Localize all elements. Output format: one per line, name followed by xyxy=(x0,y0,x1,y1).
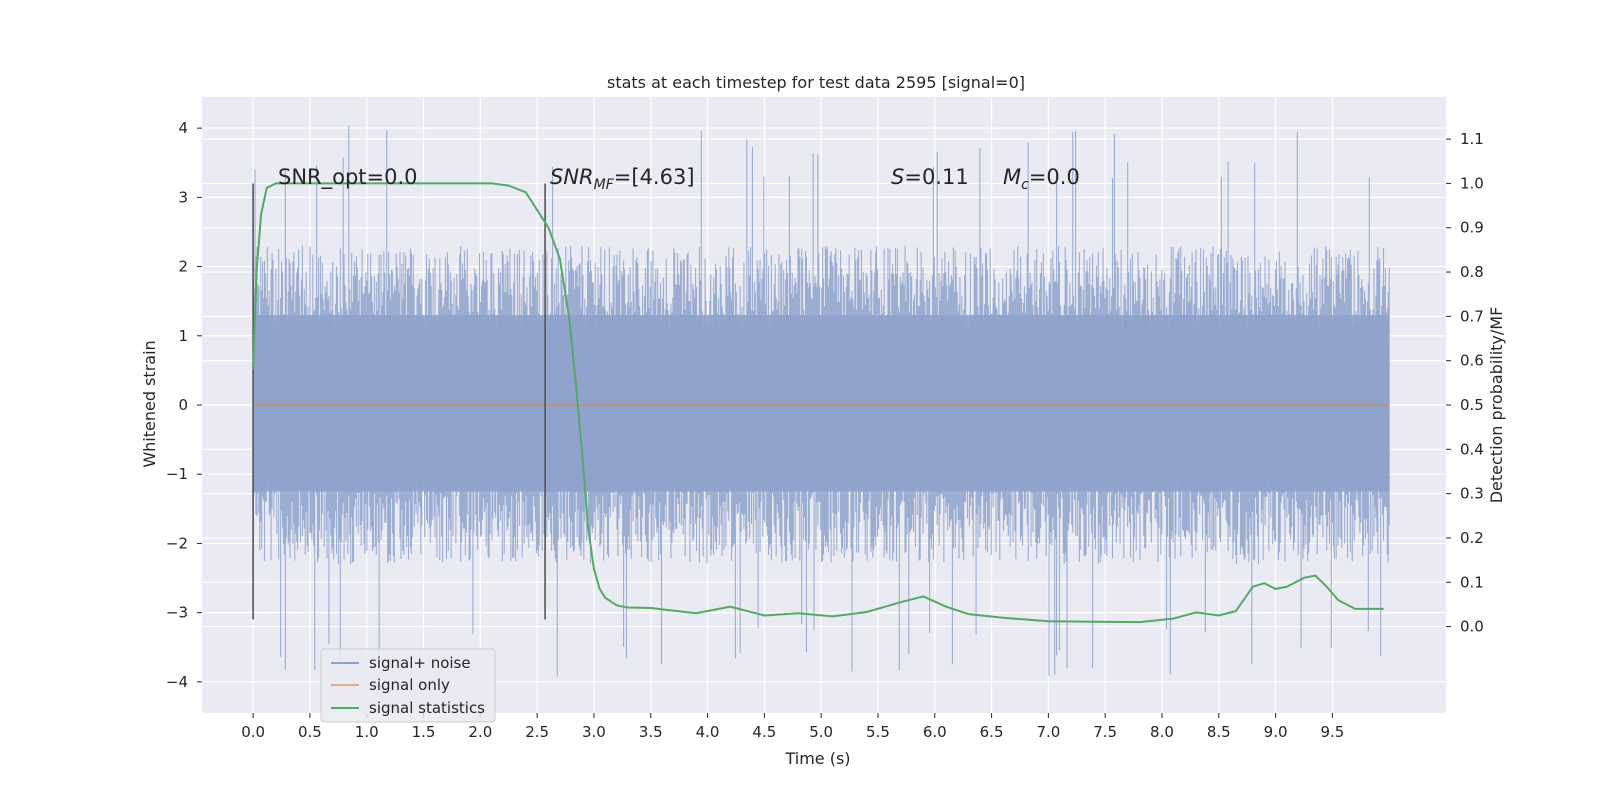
chart-title: stats at each timestep for test data 259… xyxy=(607,73,1025,92)
y-tick-label: 0 xyxy=(178,396,188,414)
x-tick-label: 7.5 xyxy=(1093,723,1117,741)
y2-tick-label: 0.6 xyxy=(1460,352,1484,370)
y2-tick-label: 1.0 xyxy=(1460,174,1484,192)
x-tick-label: 0.5 xyxy=(298,723,322,741)
y2-axis-ticks: 0.0 0.1 0.2 0.3 0.4 0.5 0.6 0.7 0.8 0.9 1.0 1.1 xyxy=(1446,130,1484,636)
x-axis-label: Time (s) xyxy=(784,749,850,768)
legend-label-signal-statistics: signal statistics xyxy=(369,699,485,717)
y2-tick-label: 0.5 xyxy=(1460,396,1484,414)
x-tick-label: 8.5 xyxy=(1207,723,1231,741)
legend-label-signal-only: signal only xyxy=(369,676,450,694)
x-tick-label: 9.5 xyxy=(1320,723,1344,741)
annotation-snr-mf: SNRMF=[4.63] xyxy=(550,165,695,193)
y-tick-label: −4 xyxy=(166,673,188,691)
y2-tick-label: 1.1 xyxy=(1460,130,1484,148)
x-tick-label: 5.5 xyxy=(866,723,890,741)
x-tick-label: 5.0 xyxy=(809,723,833,741)
y-axis-label: Whitened strain xyxy=(140,340,159,467)
y-tick-label: −2 xyxy=(166,534,188,552)
x-tick-label: 6.5 xyxy=(980,723,1004,741)
x-tick-label: 3.0 xyxy=(582,723,606,741)
series-signal-statistics xyxy=(252,182,1384,624)
legend-label-signal-noise: signal+ noise xyxy=(369,654,471,672)
x-axis-ticks: 0.0 0.5 1.0 1.5 2.0 2.5 3.0 3.5 4.0 4.5 5.0 5.5 6.0 6… xyxy=(241,713,1344,741)
x-tick-label: 1.0 xyxy=(355,723,379,741)
x-tick-label: 2.0 xyxy=(468,723,492,741)
x-tick-label: 1.5 xyxy=(412,723,436,741)
y-tick-label: 2 xyxy=(178,258,188,276)
x-tick-label: 6.0 xyxy=(923,723,947,741)
y2-tick-label: 0.4 xyxy=(1460,440,1484,458)
y2-tick-label: 0.8 xyxy=(1460,263,1484,281)
annotation-mc: Mc=0.0 xyxy=(1003,165,1080,193)
y-tick-label: −1 xyxy=(166,465,188,483)
legend: signal+ noise signal only signal statist… xyxy=(320,648,496,723)
annotation-snr-opt: SNR_opt=0.0 xyxy=(278,165,418,190)
y2-tick-label: 0.9 xyxy=(1460,219,1484,237)
y2-tick-label: 0.7 xyxy=(1460,307,1484,325)
x-tick-label: 8.0 xyxy=(1150,723,1174,741)
y-tick-label: −3 xyxy=(166,604,188,622)
annotations: SNR_opt=0.0 SNRMF=[4.63] S=0.11 Mc=0.0 xyxy=(278,165,1080,193)
y2-tick-label: 0.1 xyxy=(1460,573,1484,591)
y2-tick-label: 0.3 xyxy=(1460,485,1484,503)
legend-box xyxy=(320,648,496,723)
y-tick-label: 1 xyxy=(178,327,188,345)
x-tick-label: 7.0 xyxy=(1036,723,1060,741)
y-tick-label: 4 xyxy=(178,119,188,137)
annotation-s: S=0.11 xyxy=(891,165,969,189)
y2-tick-label: 0.0 xyxy=(1460,618,1484,636)
series-signal-noise xyxy=(252,125,1390,677)
vertical-markers xyxy=(252,183,546,620)
x-tick-label: 3.5 xyxy=(639,723,663,741)
y2-axis-label: Detection probability/MF xyxy=(1487,307,1506,504)
x-tick-label: 4.5 xyxy=(752,723,776,741)
x-tick-label: 9.0 xyxy=(1264,723,1288,741)
y2-tick-label: 0.2 xyxy=(1460,529,1484,547)
y-tick-label: 3 xyxy=(178,188,188,206)
y-axis-ticks: −4 −3 −2 −1 0 1 2 3 4 xyxy=(166,119,202,691)
x-tick-label: 2.5 xyxy=(525,723,549,741)
x-tick-label: 4.0 xyxy=(696,723,720,741)
x-tick-label: 0.0 xyxy=(241,723,265,741)
